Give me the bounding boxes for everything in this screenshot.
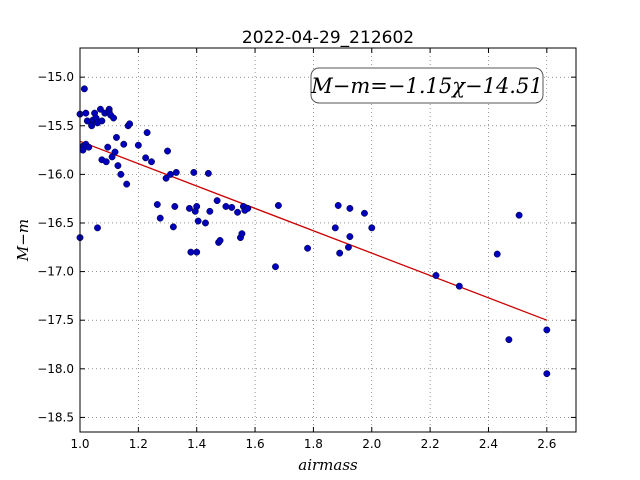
data-point (190, 168, 198, 176)
y-tick-label: −17.0 (37, 265, 74, 279)
data-point (156, 214, 164, 222)
data-point (361, 209, 368, 217)
data-point (213, 197, 221, 205)
data-point (111, 148, 119, 156)
data-points (76, 85, 551, 378)
y-tick-label: −15.0 (37, 70, 74, 84)
data-point (346, 233, 354, 241)
x-tick-label: 2.6 (537, 437, 556, 451)
data-point (171, 203, 179, 210)
data-point (187, 248, 195, 256)
data-point (94, 224, 101, 232)
y-tick-label: −16.5 (37, 216, 74, 230)
data-point (82, 109, 90, 117)
data-point (272, 263, 279, 271)
data-point (142, 154, 150, 162)
data-point (148, 158, 155, 166)
x-axis-label: airmass (298, 456, 358, 474)
data-point (493, 250, 501, 258)
data-point (88, 122, 96, 130)
data-point (543, 370, 551, 378)
data-point (346, 204, 354, 212)
data-point (206, 207, 214, 215)
data-point (162, 174, 170, 182)
x-tick-label: 1.4 (187, 437, 206, 451)
x-tick-label: 2.2 (421, 437, 440, 451)
data-point (153, 201, 161, 208)
y-tick-label: −18.5 (37, 410, 74, 424)
data-point (274, 202, 282, 209)
y-tick-label: −16.0 (37, 167, 74, 181)
data-point (244, 204, 252, 212)
data-point (228, 203, 236, 211)
data-point (79, 146, 87, 154)
data-point (432, 272, 440, 279)
annotation-frame (310, 67, 544, 104)
data-point (204, 169, 212, 177)
data-point (113, 133, 120, 141)
x-tick-label: 2.0 (362, 437, 381, 451)
data-point (336, 249, 344, 257)
data-point (85, 143, 93, 151)
equation-annotation: M−m=−1.15χ−14.51 (310, 67, 544, 104)
x-tick-label: 1.0 (70, 437, 89, 451)
annotation-text: M−m=−1.15χ−14.51 (310, 74, 542, 98)
data-point (102, 158, 110, 166)
data-point (143, 129, 151, 137)
data-point (515, 211, 523, 219)
data-point (123, 180, 131, 188)
data-point (98, 117, 106, 125)
data-point (185, 204, 193, 212)
fit-line (79, 140, 548, 321)
fit-line-group (79, 140, 548, 321)
data-point (193, 203, 201, 210)
data-point (194, 217, 202, 225)
axis-ticks (79, 48, 576, 432)
data-point (331, 224, 339, 232)
x-tick-label: 2.4 (479, 437, 498, 451)
data-point (368, 224, 376, 232)
data-point (193, 248, 201, 256)
y-tick-label: −15.5 (37, 119, 74, 133)
data-point (304, 244, 312, 252)
data-point (455, 282, 463, 290)
y-axis-label: M−m (14, 219, 32, 262)
y-tick-label: −17.5 (37, 313, 74, 327)
data-point (164, 147, 171, 155)
data-point (222, 203, 230, 210)
data-point (505, 336, 513, 344)
chart-title: 2022-04-29_212602 (242, 28, 414, 48)
x-tick-labels: 1.0 1.2 1.4 1.6 1.8 2.0 2.2 2.4 2.6 (70, 437, 556, 451)
data-point (334, 202, 342, 209)
plot-frame (79, 47, 577, 433)
data-point (80, 85, 88, 93)
data-point (104, 143, 112, 151)
data-point (114, 162, 122, 170)
data-point (202, 219, 209, 227)
data-point (234, 208, 242, 216)
data-point (238, 230, 246, 238)
data-point (169, 223, 177, 231)
x-tick-label: 1.2 (129, 437, 148, 451)
data-point (543, 326, 551, 334)
data-point (344, 243, 352, 251)
data-point (110, 114, 118, 122)
data-point (120, 140, 128, 148)
data-point (172, 168, 180, 176)
data-point (134, 141, 142, 149)
y-tick-labels: −15.0 −15.5 −16.0 −16.5 −17.0 −17.5 −18.0 −18.5 (37, 70, 74, 424)
grid-lines (79, 48, 576, 432)
y-tick-label: −18.0 (37, 362, 74, 376)
data-point (126, 120, 134, 128)
data-point (96, 105, 104, 113)
x-tick-label: 1.6 (246, 437, 265, 451)
data-point (117, 170, 125, 178)
data-point (216, 237, 224, 244)
data-point (166, 170, 174, 178)
x-tick-label: 1.8 (304, 437, 323, 451)
